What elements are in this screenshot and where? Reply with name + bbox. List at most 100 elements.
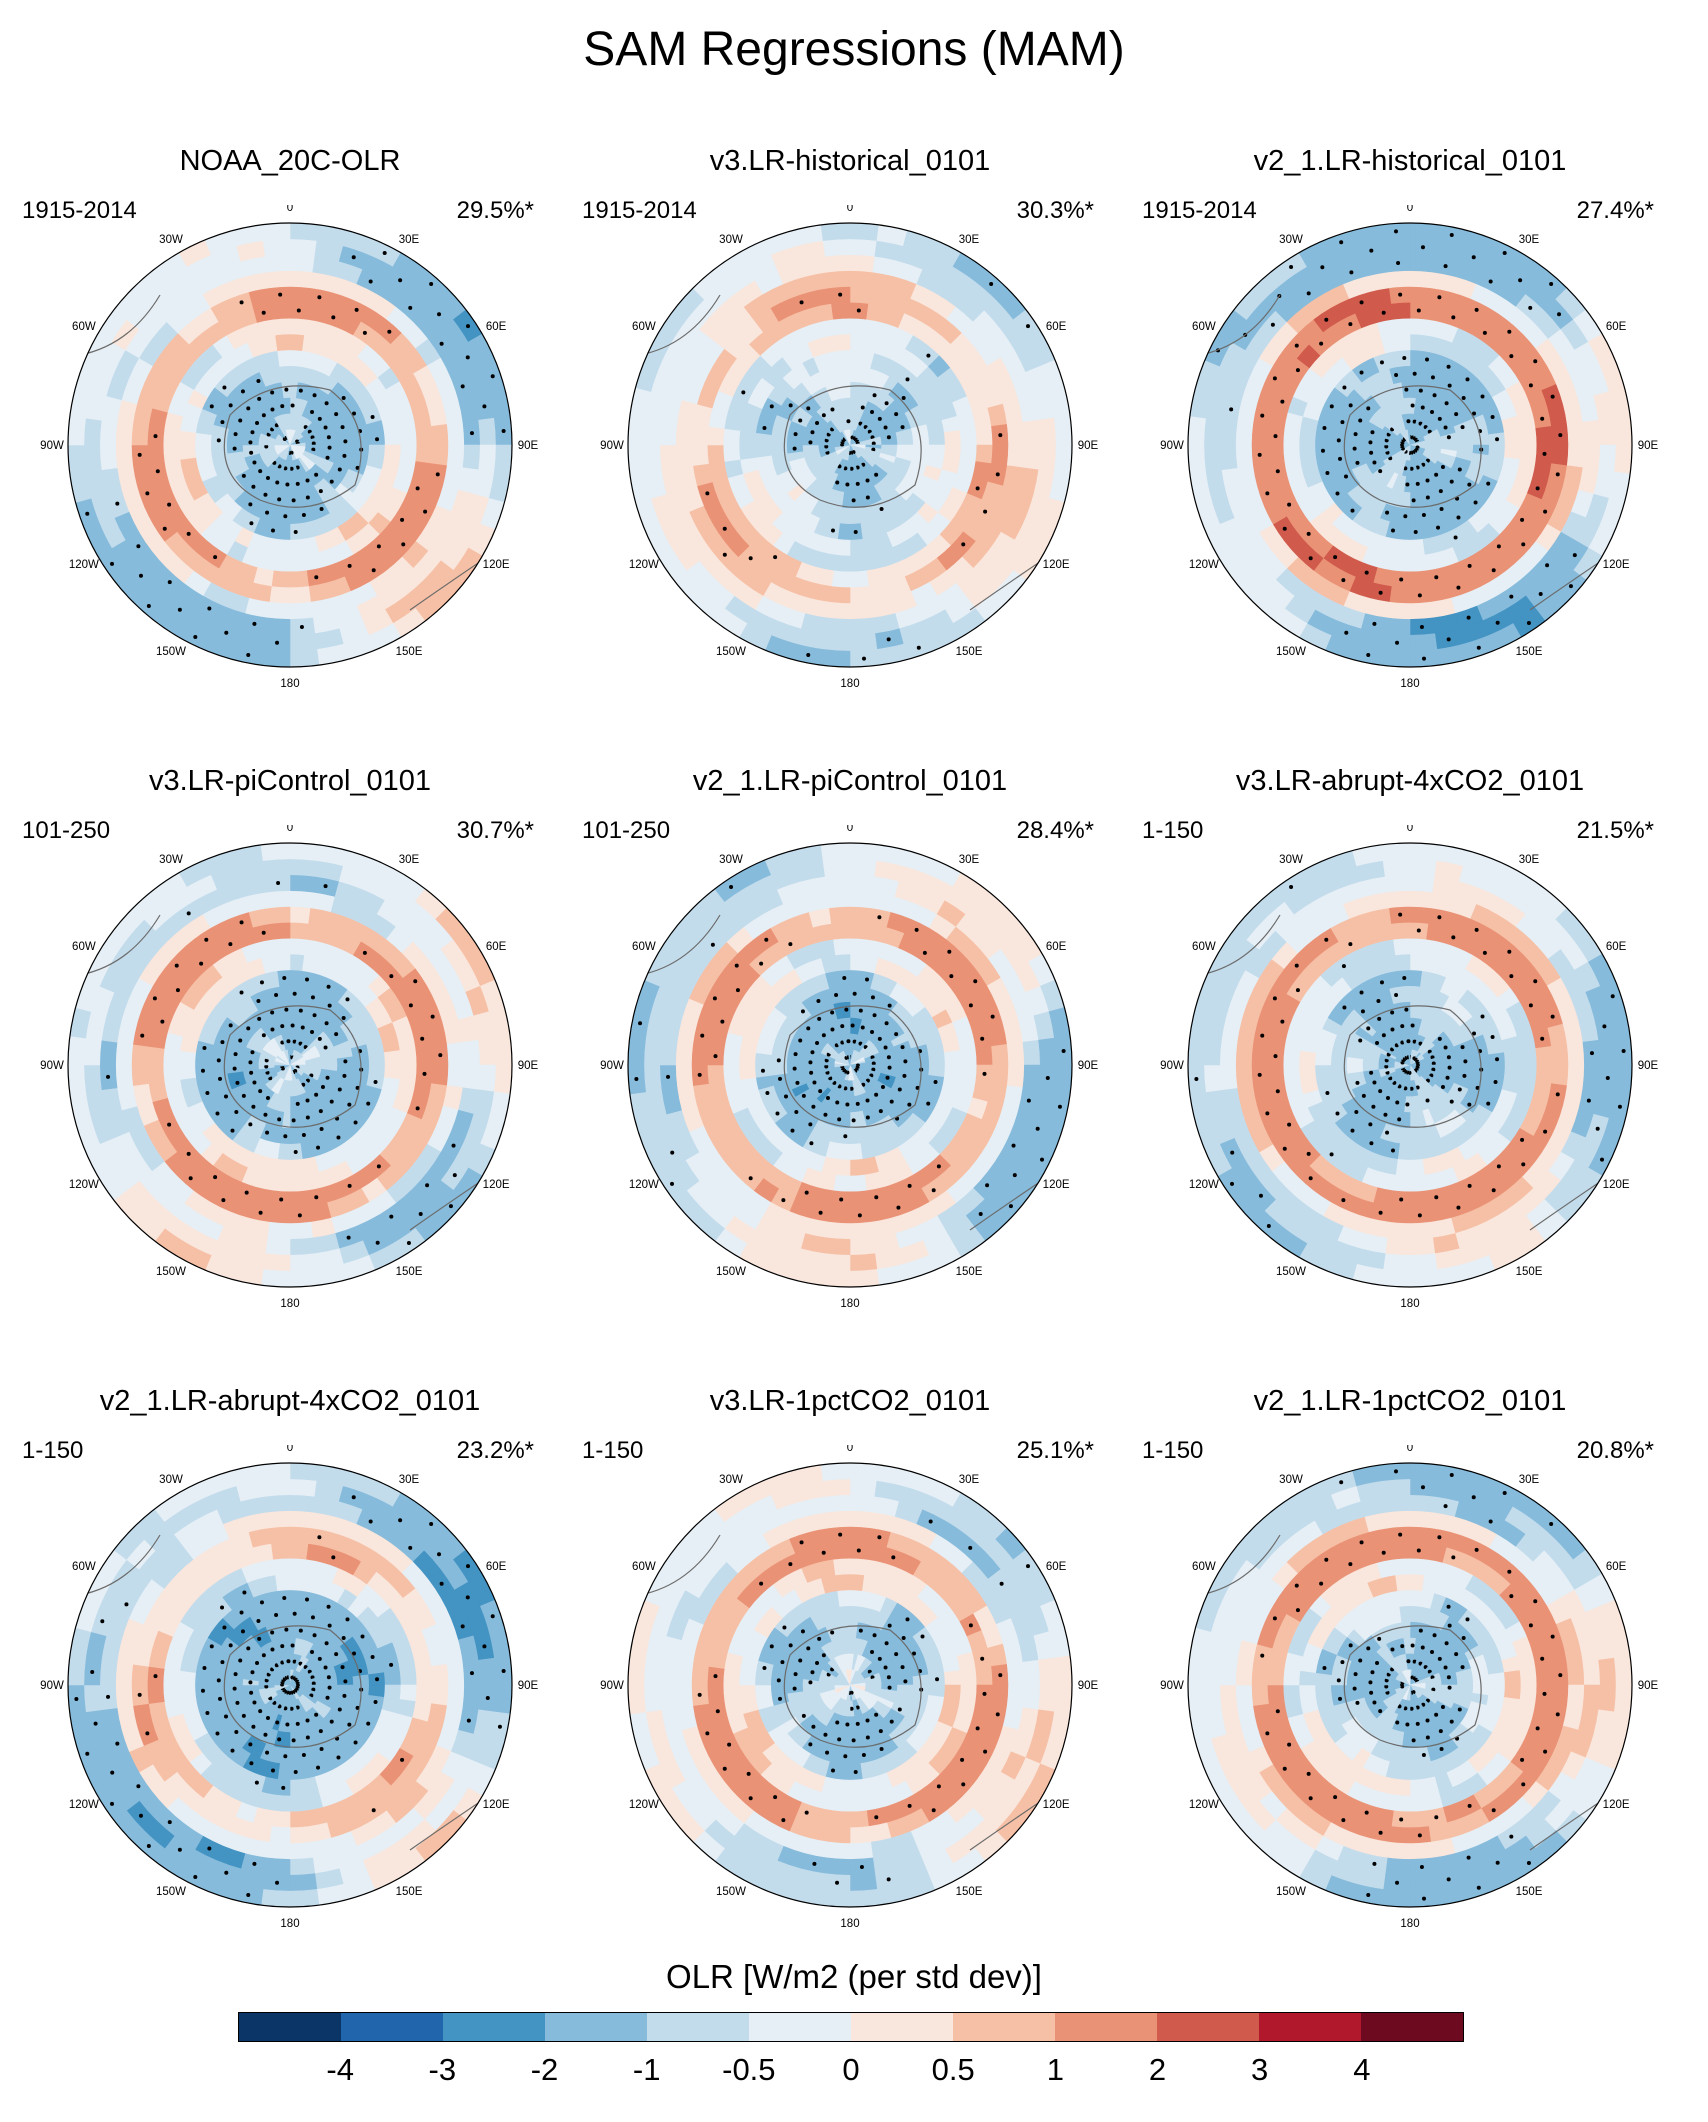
significance-dot bbox=[1287, 1122, 1292, 1127]
significance-dot bbox=[889, 1099, 894, 1104]
significance-dot bbox=[1400, 1024, 1405, 1029]
period-label: 101-250 bbox=[582, 817, 671, 844]
significance-dot bbox=[1375, 1040, 1380, 1045]
field-cell bbox=[1006, 444, 1025, 469]
field-cell bbox=[1535, 1046, 1554, 1066]
significance-dot bbox=[145, 491, 150, 496]
significance-dot bbox=[85, 511, 90, 516]
field-cell bbox=[462, 1039, 481, 1066]
significance-dot bbox=[1306, 1151, 1311, 1156]
significance-dot bbox=[317, 295, 322, 300]
field-cell bbox=[675, 1064, 694, 1089]
significance-dot bbox=[1384, 444, 1389, 449]
significance-dot bbox=[1586, 1098, 1591, 1103]
significance-dot bbox=[811, 1104, 816, 1109]
significance-dot bbox=[1341, 964, 1346, 969]
field-cell bbox=[849, 223, 880, 241]
significance-dot bbox=[1432, 393, 1437, 398]
significance-dot bbox=[314, 472, 319, 477]
significance-dot bbox=[916, 645, 921, 650]
field-cell bbox=[478, 1064, 497, 1093]
significance-dot bbox=[872, 1013, 877, 1018]
significance-dot bbox=[329, 479, 334, 484]
significance-dot bbox=[258, 469, 263, 474]
significance-dot bbox=[241, 1093, 246, 1098]
significance-dot bbox=[936, 1164, 941, 1169]
field-cell bbox=[260, 649, 291, 667]
significance-dot bbox=[1405, 482, 1410, 487]
longitude-label: 150E bbox=[956, 646, 983, 658]
significance-dot bbox=[914, 927, 919, 932]
significance-dot bbox=[793, 432, 798, 437]
field-cell bbox=[273, 554, 291, 573]
significance-dot bbox=[874, 1195, 879, 1200]
significance-dot bbox=[816, 999, 821, 1004]
significance-dot bbox=[1528, 305, 1533, 310]
field-cell bbox=[1409, 874, 1436, 893]
significance-dot bbox=[353, 1120, 358, 1125]
field-cell bbox=[959, 1064, 978, 1082]
significance-dot bbox=[239, 300, 244, 305]
field-cell bbox=[1503, 1050, 1522, 1066]
significance-dot bbox=[1540, 1036, 1545, 1041]
significance-dot bbox=[1555, 1092, 1560, 1097]
significance-dot bbox=[886, 1055, 891, 1060]
significance-dot bbox=[265, 510, 270, 515]
field-cell bbox=[178, 444, 197, 460]
panel-title: v3.LR-historical_0101 bbox=[709, 145, 991, 177]
field-cell bbox=[275, 953, 291, 972]
field-cell bbox=[1551, 1064, 1569, 1087]
significance-dot bbox=[325, 1075, 330, 1080]
field-cell bbox=[1251, 423, 1269, 446]
significance-dot bbox=[793, 1052, 798, 1057]
variance-explained-label: 30.3%* bbox=[1016, 197, 1094, 224]
significance-dot bbox=[250, 1050, 255, 1055]
significance-dot bbox=[843, 1134, 848, 1139]
field-cell bbox=[271, 301, 291, 320]
field-cell bbox=[1382, 1253, 1411, 1272]
significance-dot bbox=[251, 484, 256, 489]
significance-dot bbox=[1369, 248, 1374, 253]
field-cell bbox=[271, 921, 291, 940]
field-cell bbox=[706, 426, 725, 446]
significance-dot bbox=[1476, 645, 1481, 650]
significance-dot bbox=[1336, 438, 1341, 443]
field-cell bbox=[289, 1174, 307, 1193]
longitude-label: 60E bbox=[1606, 321, 1627, 333]
figure-title: SAM Regressions (MAM) bbox=[583, 23, 1125, 76]
field-cell bbox=[266, 890, 291, 909]
significance-dot bbox=[764, 937, 769, 942]
significance-dot bbox=[469, 431, 474, 436]
field-cell bbox=[820, 1269, 851, 1287]
significance-dot bbox=[224, 1094, 229, 1099]
longitude-label: 120E bbox=[483, 1179, 510, 1191]
longitude-label: 30W bbox=[1279, 234, 1303, 246]
longitude-label: 150W bbox=[716, 1266, 746, 1278]
significance-dot bbox=[720, 1019, 725, 1024]
field-cell bbox=[478, 417, 497, 446]
significance-dot bbox=[830, 1027, 835, 1032]
field-cell bbox=[1391, 921, 1411, 940]
significance-dot bbox=[301, 512, 306, 517]
significance-dot bbox=[705, 491, 710, 496]
significance-dot bbox=[1324, 317, 1329, 322]
significance-dot bbox=[326, 435, 331, 440]
field-cell bbox=[1409, 538, 1425, 557]
significance-dot bbox=[376, 544, 381, 549]
field-cell bbox=[754, 444, 772, 458]
significance-dot bbox=[278, 292, 283, 297]
field-cell bbox=[1384, 1237, 1411, 1256]
significance-dot bbox=[1412, 419, 1417, 424]
field-cell bbox=[1022, 1064, 1041, 1091]
field-cell bbox=[279, 365, 291, 383]
significance-dot bbox=[1273, 1054, 1278, 1059]
significance-dot bbox=[265, 475, 270, 480]
field-cell bbox=[959, 428, 978, 446]
significance-dot bbox=[860, 405, 865, 410]
field-cell bbox=[289, 270, 314, 289]
significance-dot bbox=[1410, 1023, 1415, 1028]
field-cell bbox=[1393, 554, 1411, 573]
significance-dot bbox=[905, 377, 910, 382]
significance-dot bbox=[1008, 1204, 1013, 1209]
significance-dot bbox=[1379, 360, 1384, 365]
